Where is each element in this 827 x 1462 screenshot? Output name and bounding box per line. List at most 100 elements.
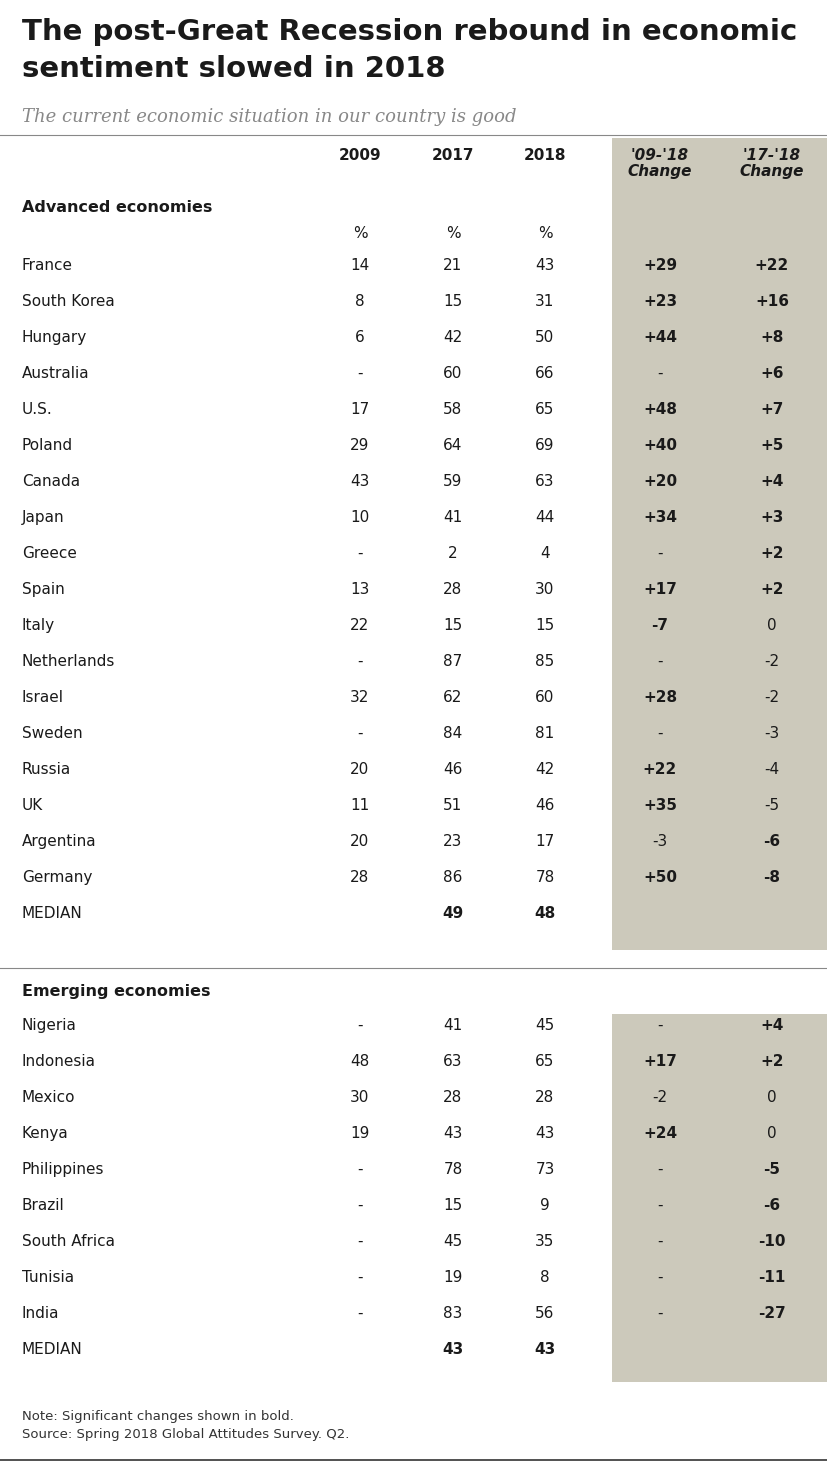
Text: 56: 56 [535,1306,554,1322]
Text: U.S.: U.S. [22,402,53,417]
Text: 63: 63 [534,474,554,488]
Text: 31: 31 [535,294,554,308]
Text: +34: +34 [643,510,676,525]
Text: %: % [445,227,460,241]
Text: Philippines: Philippines [22,1162,104,1177]
Text: 42: 42 [535,762,554,776]
Text: -3: -3 [652,833,667,849]
Text: -: - [356,1162,362,1177]
Text: 14: 14 [350,257,369,273]
Text: Change: Change [739,164,803,178]
Text: 10: 10 [350,510,369,525]
Text: +8: +8 [759,330,782,345]
Text: 20: 20 [350,762,369,776]
Text: 13: 13 [350,582,369,596]
Text: 17: 17 [535,833,554,849]
Text: 15: 15 [535,618,554,633]
Text: 9: 9 [539,1197,549,1213]
Text: Netherlands: Netherlands [22,654,115,670]
Text: +2: +2 [759,1054,783,1069]
Text: South Africa: South Africa [22,1234,115,1249]
Text: +16: +16 [754,294,788,308]
Text: 46: 46 [535,798,554,813]
Text: -2: -2 [763,690,779,705]
Text: 2018: 2018 [523,148,566,162]
Text: +40: +40 [643,439,676,453]
Text: -6: -6 [762,833,780,849]
Text: Nigeria: Nigeria [22,1018,77,1034]
Text: -3: -3 [763,727,779,741]
Text: 19: 19 [442,1270,462,1285]
Text: +7: +7 [759,402,782,417]
Text: 73: 73 [535,1162,554,1177]
Text: '17-'18: '17-'18 [742,148,800,162]
Text: +20: +20 [642,474,676,488]
Text: -: - [356,545,362,561]
Text: Sweden: Sweden [22,727,83,741]
Text: 2017: 2017 [431,148,474,162]
Text: Germany: Germany [22,870,93,885]
Text: -: - [356,1197,362,1213]
Text: -11: -11 [758,1270,785,1285]
Text: 22: 22 [350,618,369,633]
Text: -5: -5 [762,1162,780,1177]
Text: Japan: Japan [22,510,65,525]
Text: '09-'18: '09-'18 [630,148,688,162]
Text: 42: 42 [442,330,462,345]
Text: 48: 48 [350,1054,369,1069]
Text: -: - [356,1306,362,1322]
Text: -: - [356,366,362,382]
Text: 65: 65 [535,402,554,417]
Text: 63: 63 [442,1054,462,1069]
Text: +17: +17 [643,1054,676,1069]
Text: 48: 48 [533,906,555,921]
Text: Advanced economies: Advanced economies [22,200,212,215]
Text: 84: 84 [442,727,462,741]
Text: Indonesia: Indonesia [22,1054,96,1069]
Text: 50: 50 [535,330,554,345]
Text: 64: 64 [442,439,462,453]
Text: 46: 46 [442,762,462,776]
Text: 85: 85 [535,654,554,670]
Text: 17: 17 [350,402,369,417]
Text: 11: 11 [350,798,369,813]
Text: 28: 28 [350,870,369,885]
Text: +48: +48 [643,402,676,417]
Text: Poland: Poland [22,439,73,453]
Text: South Korea: South Korea [22,294,115,308]
Text: -: - [657,654,662,670]
Text: MEDIAN: MEDIAN [22,1342,83,1357]
Text: 45: 45 [535,1018,554,1034]
Text: 87: 87 [442,654,462,670]
Text: 8: 8 [355,294,365,308]
Text: Canada: Canada [22,474,80,488]
Text: France: France [22,257,73,273]
Text: Hungary: Hungary [22,330,87,345]
Text: 0: 0 [767,1091,776,1105]
Text: %: % [352,227,367,241]
Text: 60: 60 [442,366,462,382]
Text: 49: 49 [442,906,463,921]
Text: Note: Significant changes shown in bold.: Note: Significant changes shown in bold. [22,1409,294,1423]
Text: 29: 29 [350,439,369,453]
Text: 15: 15 [442,1197,462,1213]
Text: +24: +24 [642,1126,676,1140]
Text: 58: 58 [442,402,462,417]
Text: 65: 65 [535,1054,554,1069]
Text: -: - [657,545,662,561]
Text: 15: 15 [442,294,462,308]
Text: 43: 43 [533,1342,555,1357]
Text: 83: 83 [442,1306,462,1322]
Text: 45: 45 [442,1234,462,1249]
Text: UK: UK [22,798,43,813]
Text: +35: +35 [643,798,676,813]
Text: 6: 6 [355,330,365,345]
Text: 28: 28 [442,1091,462,1105]
Text: 21: 21 [442,257,462,273]
Text: -7: -7 [651,618,667,633]
Text: -4: -4 [763,762,779,776]
Text: -2: -2 [763,654,779,670]
Text: -: - [657,1306,662,1322]
Text: -: - [356,1018,362,1034]
Text: Emerging economies: Emerging economies [22,984,210,999]
